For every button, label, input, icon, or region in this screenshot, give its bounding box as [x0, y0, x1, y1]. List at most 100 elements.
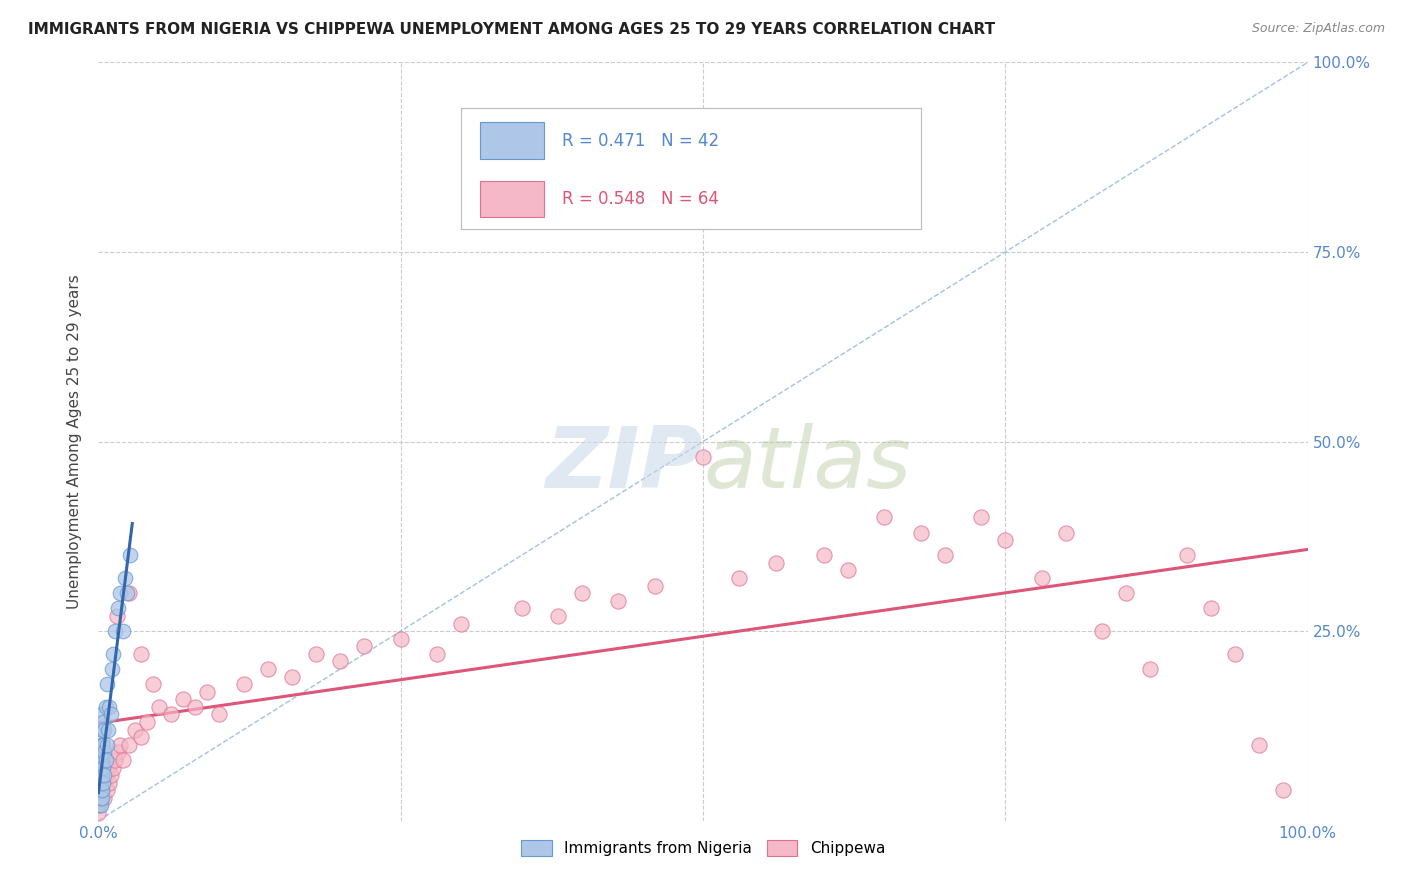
Text: atlas: atlas [703, 423, 911, 506]
Text: ZIP: ZIP [546, 423, 703, 506]
Point [1031, 571, 1053, 585]
Point [97, 723, 120, 737]
Point [101, 760, 124, 774]
Point [90, 791, 112, 805]
Point [195, 685, 218, 699]
Point [89, 791, 111, 805]
Y-axis label: Unemployment Among Ages 25 to 29 years: Unemployment Among Ages 25 to 29 years [67, 274, 83, 609]
Point [873, 510, 896, 524]
Point [148, 699, 170, 714]
Point [94, 699, 117, 714]
Point [90, 776, 112, 790]
Point [1091, 624, 1114, 639]
Point [91, 776, 114, 790]
Point [93, 723, 115, 737]
Point [510, 601, 533, 615]
Point [1249, 738, 1271, 752]
Point [305, 647, 328, 661]
Point [96, 677, 118, 691]
Point [91, 760, 114, 774]
Point [160, 707, 183, 722]
Point [232, 677, 254, 691]
Point [91, 791, 114, 805]
Point [329, 655, 352, 669]
Point [90, 791, 112, 805]
Point [970, 510, 993, 524]
Point [644, 579, 666, 593]
Point [90, 738, 112, 752]
Legend: Immigrants from Nigeria, Chippewa: Immigrants from Nigeria, Chippewa [515, 834, 891, 863]
Text: Source: ZipAtlas.com: Source: ZipAtlas.com [1251, 22, 1385, 36]
Point [105, 608, 128, 623]
Point [91, 768, 114, 782]
Point [1139, 662, 1161, 676]
Point [87, 798, 110, 813]
Point [91, 723, 114, 737]
Point [118, 586, 141, 600]
Point [118, 548, 141, 563]
Point [129, 730, 152, 744]
Point [89, 768, 111, 782]
Point [89, 776, 111, 790]
Point [101, 647, 124, 661]
Point [184, 699, 207, 714]
Point [93, 746, 115, 760]
Point [1054, 525, 1077, 540]
Point [450, 616, 472, 631]
Point [111, 753, 134, 767]
Point [100, 768, 122, 782]
Point [571, 586, 593, 600]
Point [111, 624, 134, 639]
Point [692, 450, 714, 464]
Point [118, 738, 141, 752]
Point [765, 556, 787, 570]
Point [1115, 586, 1137, 600]
Point [91, 783, 114, 797]
Point [89, 783, 111, 797]
Point [910, 525, 932, 540]
Point [104, 624, 127, 639]
Point [547, 608, 569, 623]
Point [93, 791, 115, 805]
Point [91, 776, 114, 790]
Point [208, 707, 231, 722]
Point [93, 768, 115, 782]
Point [129, 647, 152, 661]
Point [256, 662, 278, 676]
Point [98, 699, 121, 714]
Point [813, 548, 835, 563]
Point [91, 738, 114, 752]
Point [1175, 548, 1198, 563]
Point [90, 753, 112, 767]
Point [281, 669, 304, 683]
Point [934, 548, 956, 563]
Point [97, 760, 120, 774]
Point [91, 715, 114, 730]
Point [1223, 647, 1246, 661]
Point [117, 586, 139, 600]
Point [100, 707, 122, 722]
Point [389, 632, 412, 646]
Point [90, 760, 112, 774]
Point [96, 783, 118, 797]
Point [96, 738, 118, 752]
Point [90, 798, 112, 813]
Point [87, 806, 110, 821]
Text: IMMIGRANTS FROM NIGERIA VS CHIPPEWA UNEMPLOYMENT AMONG AGES 25 TO 29 YEARS CORRE: IMMIGRANTS FROM NIGERIA VS CHIPPEWA UNEM… [28, 22, 995, 37]
Point [1272, 783, 1295, 797]
Point [607, 594, 630, 608]
Point [104, 753, 127, 767]
Point [90, 783, 112, 797]
Point [728, 571, 751, 585]
Point [994, 533, 1017, 548]
Point [142, 677, 165, 691]
Point [124, 723, 146, 737]
Point [172, 692, 194, 706]
Point [98, 776, 121, 790]
Point [837, 564, 859, 578]
Point [135, 715, 157, 730]
Point [91, 738, 114, 752]
Point [100, 662, 122, 676]
Point [107, 601, 129, 615]
Point [107, 746, 129, 760]
